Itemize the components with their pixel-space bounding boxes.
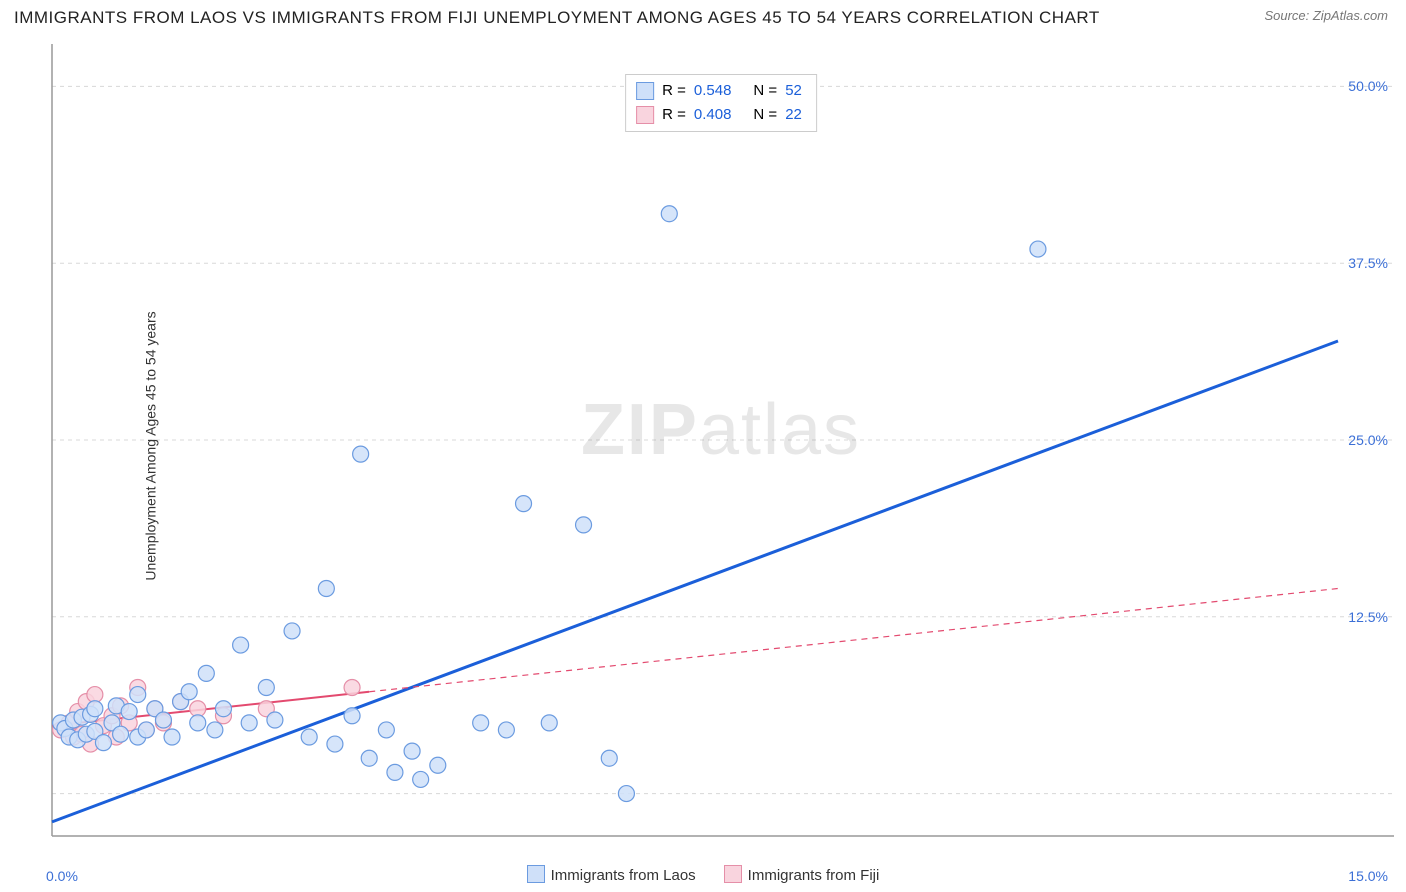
y-tick-label: 37.5%	[1348, 255, 1388, 271]
n-value-fiji: 22	[785, 103, 802, 127]
r-value-fiji: 0.408	[694, 103, 732, 127]
y-tick-label: 50.0%	[1348, 78, 1388, 94]
legend-swatch-icon	[724, 865, 742, 883]
legend-swatch-laos	[636, 82, 654, 100]
scatter-plot	[44, 36, 1398, 856]
chart-source: Source: ZipAtlas.com	[1264, 8, 1388, 23]
chart-title: IMMIGRANTS FROM LAOS VS IMMIGRANTS FROM …	[14, 8, 1100, 28]
chart-container: Unemployment Among Ages 45 to 54 years Z…	[44, 36, 1398, 856]
r-value-laos: 0.548	[694, 79, 732, 103]
n-value-laos: 52	[785, 79, 802, 103]
correlation-legend: R = 0.548 N = 52 R = 0.408 N = 22	[625, 74, 817, 132]
y-tick-label: 12.5%	[1348, 609, 1388, 625]
legend-row-fiji: R = 0.408 N = 22	[636, 103, 802, 127]
legend-item-fiji: Immigrants from Fiji	[724, 865, 880, 884]
y-axis-label: Unemployment Among Ages 45 to 54 years	[143, 311, 159, 580]
legend-swatch-icon	[527, 865, 545, 883]
legend-item-laos: Immigrants from Laos	[527, 865, 696, 884]
series-legend: Immigrants from Laos Immigrants from Fij…	[0, 865, 1406, 884]
legend-swatch-fiji	[636, 106, 654, 124]
legend-row-laos: R = 0.548 N = 52	[636, 79, 802, 103]
y-tick-label: 25.0%	[1348, 432, 1388, 448]
chart-header: IMMIGRANTS FROM LAOS VS IMMIGRANTS FROM …	[0, 0, 1406, 32]
